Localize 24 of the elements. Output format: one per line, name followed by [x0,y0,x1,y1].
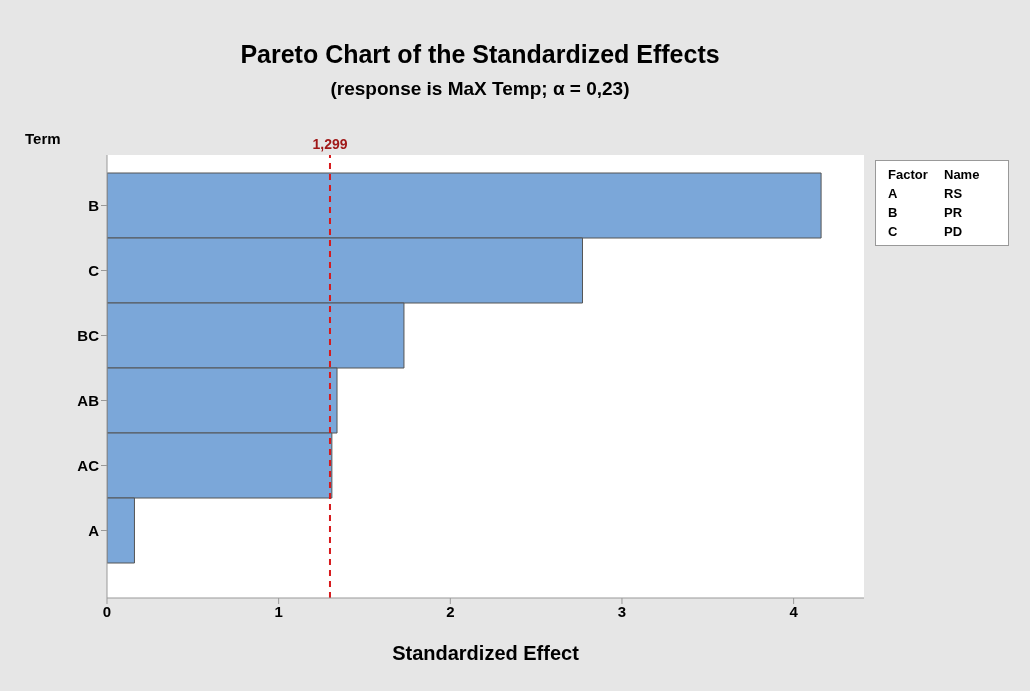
y-tick-label: AB [77,391,100,409]
chart-title: Pareto Chart of the Standardized Effects [239,40,721,69]
y-tick-label: BC [77,326,100,344]
text: Name [944,167,981,182]
y-tick-label: C [88,261,100,279]
x-tick-label: 0 [102,602,112,620]
chart-subtitle: (response is MaX Temp; α = 0,23) [329,78,631,100]
text: PD [944,224,964,239]
y-tick-label: AC [77,456,100,474]
ref-line-label: 1,299 [312,136,348,152]
x-tick-label: 4 [789,602,799,620]
x-tick-label: 2 [446,602,455,620]
text: RS [944,186,964,201]
x-tick-label: 3 [617,602,627,620]
y-tick-label: A [88,521,100,539]
x-axis-title: Standardized Effect [392,642,580,664]
text: C [888,224,899,239]
text: Factor [888,167,929,182]
y-tick-label: B [88,196,100,214]
y-axis-title: Term [25,130,61,147]
text: PR [944,205,964,220]
text: B [888,205,899,220]
text: A [888,186,899,201]
x-tick-label: 1 [274,602,283,620]
